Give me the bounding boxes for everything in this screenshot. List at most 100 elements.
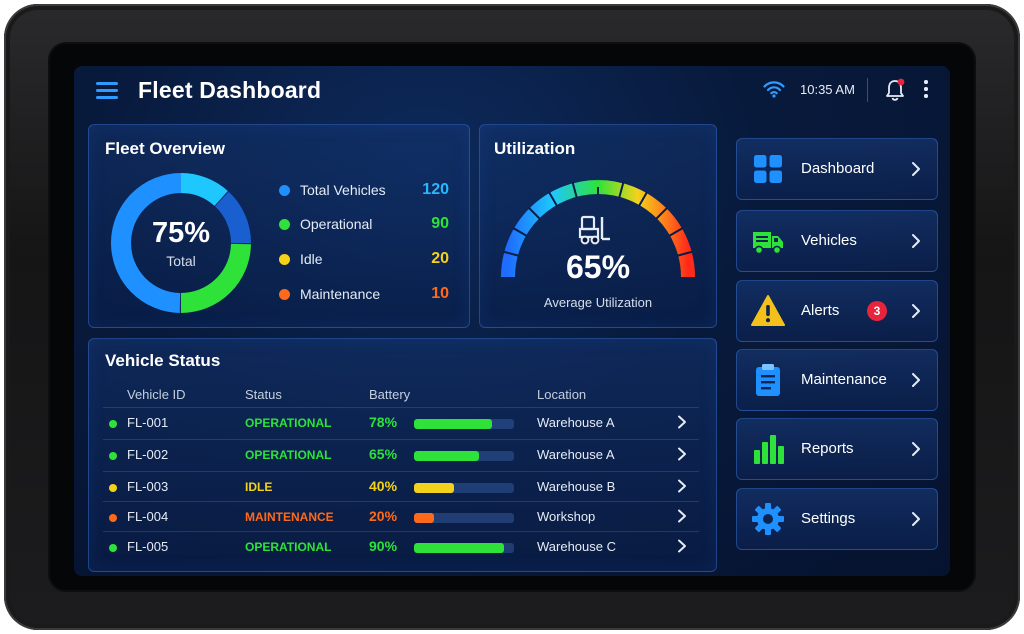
legend-value: 90 bbox=[431, 215, 449, 232]
battery-bar-fill bbox=[414, 483, 454, 493]
battery-bar bbox=[414, 483, 514, 493]
fleet-overview-card: Fleet Overview 75% Total Total Vehicles … bbox=[88, 124, 470, 328]
nav-item-maintenance[interactable]: Maintenance bbox=[736, 349, 938, 411]
legend-operational: Operational 90 bbox=[279, 215, 449, 235]
nav-label: Dashboard bbox=[801, 160, 875, 177]
nav-label: Settings bbox=[801, 510, 856, 527]
nav-item-alerts[interactable]: Alerts 3 bbox=[736, 280, 938, 342]
battery-bar-fill bbox=[414, 513, 434, 523]
truck-icon bbox=[753, 232, 783, 255]
table-row[interactable]: FL-004 MAINTENANCE 20% Workshop bbox=[103, 501, 699, 532]
chevron-right-icon[interactable] bbox=[677, 479, 687, 493]
vehicle-location: Workshop bbox=[537, 509, 596, 524]
notification-dot bbox=[897, 78, 905, 86]
gauge-tick bbox=[512, 227, 528, 237]
battery-percent: 90% bbox=[369, 538, 398, 554]
battery-bar bbox=[414, 419, 514, 429]
legend-dot bbox=[279, 289, 290, 300]
bell-icon[interactable] bbox=[884, 78, 906, 102]
vehicle-id: FL-003 bbox=[127, 479, 169, 494]
column-header-vehicle-id: Vehicle ID bbox=[127, 387, 186, 402]
vehicle-location: Warehouse C bbox=[537, 539, 616, 554]
table-row[interactable]: FL-001 OPERATIONAL 78% Warehouse A bbox=[103, 407, 699, 438]
chevron-right-icon bbox=[912, 162, 920, 176]
battery-bar bbox=[414, 513, 514, 523]
vehicle-id: FL-005 bbox=[127, 539, 169, 554]
vehicle-status: MAINTENANCE bbox=[245, 510, 334, 524]
fleet-donut-chart bbox=[111, 173, 251, 313]
nav-item-reports[interactable]: Reports bbox=[736, 418, 938, 480]
table-row[interactable]: FL-005 OPERATIONAL 90% Warehouse C bbox=[103, 531, 699, 562]
vehicle-status: OPERATIONAL bbox=[245, 448, 332, 462]
fleet-overview-title: Fleet Overview bbox=[105, 139, 226, 158]
nav-item-vehicles[interactable]: Vehicles bbox=[736, 210, 938, 272]
legend-dot bbox=[279, 254, 290, 265]
alert-count-badge: 3 bbox=[867, 301, 887, 321]
vehicle-status: IDLE bbox=[245, 480, 273, 494]
battery-bar-fill bbox=[414, 419, 492, 429]
nav-label: Maintenance bbox=[801, 371, 887, 388]
chevron-right-icon bbox=[912, 304, 920, 318]
battery-percent: 40% bbox=[369, 478, 398, 494]
nav-label: Alerts bbox=[801, 302, 840, 319]
nav-item-settings[interactable]: Settings bbox=[736, 488, 938, 550]
battery-bar-fill bbox=[414, 451, 479, 461]
chevron-right-icon[interactable] bbox=[677, 447, 687, 461]
utilization-percent: 65% bbox=[565, 249, 631, 285]
battery-bar bbox=[414, 543, 514, 553]
battery-percent: 20% bbox=[369, 508, 398, 524]
battery-bar-fill bbox=[414, 543, 504, 553]
legend-label: Maintenance bbox=[300, 286, 381, 302]
battery-percent: 65% bbox=[369, 446, 398, 462]
legend-value: 120 bbox=[422, 181, 449, 198]
gauge-tick bbox=[571, 182, 578, 199]
gauge-tick bbox=[548, 191, 558, 207]
utilization-gauge bbox=[501, 179, 695, 278]
vehicle-id: FL-002 bbox=[127, 447, 169, 462]
donut-segment bbox=[214, 191, 251, 244]
legend-value: 10 bbox=[431, 285, 449, 302]
clock-time: 10:35 AM bbox=[800, 82, 855, 97]
donut-label: Total bbox=[166, 253, 196, 269]
chevron-right-icon[interactable] bbox=[677, 415, 687, 429]
donut-percent: 75% bbox=[151, 217, 211, 249]
table-row[interactable]: FL-003 IDLE 40% Warehouse B bbox=[103, 471, 699, 502]
table-row[interactable]: FL-002 OPERATIONAL 65% Warehouse A bbox=[103, 439, 699, 470]
chevron-right-icon[interactable] bbox=[677, 509, 687, 523]
vehicle-status: OPERATIONAL bbox=[245, 540, 332, 554]
utilization-label: Average Utilization bbox=[543, 295, 653, 310]
vehicle-location: Warehouse B bbox=[537, 479, 616, 494]
wifi-icon bbox=[763, 81, 785, 98]
nav-item-dashboard[interactable]: Dashboard bbox=[736, 138, 938, 200]
status-dot bbox=[109, 544, 117, 552]
gauge-marker bbox=[594, 179, 602, 187]
legend-label: Idle bbox=[300, 251, 323, 267]
gauge-tick bbox=[618, 182, 625, 199]
vehicle-location: Warehouse A bbox=[537, 447, 615, 462]
vehicle-location: Warehouse A bbox=[537, 415, 615, 430]
grid-icon bbox=[754, 155, 782, 183]
kebab-menu-icon[interactable] bbox=[922, 80, 930, 102]
column-header-location: Location bbox=[537, 387, 587, 402]
chevron-right-icon bbox=[912, 373, 920, 387]
donut-segment bbox=[180, 173, 228, 207]
menu-icon[interactable] bbox=[96, 82, 118, 100]
gauge-tick bbox=[527, 206, 541, 220]
nav-label: Vehicles bbox=[801, 232, 857, 249]
gear-icon bbox=[752, 503, 784, 535]
page-title: Fleet Dashboard bbox=[138, 77, 322, 103]
app-screen: Fleet Dashboard 10:35 AM Fleet Overview … bbox=[74, 66, 950, 576]
chevron-right-icon[interactable] bbox=[677, 539, 687, 553]
header-divider bbox=[867, 78, 868, 102]
vehicle-id: FL-001 bbox=[127, 415, 169, 430]
warning-icon bbox=[751, 295, 785, 326]
status-dot bbox=[109, 452, 117, 460]
status-dot bbox=[109, 484, 117, 492]
clipboard-icon bbox=[756, 364, 780, 396]
legend-idle: Idle 20 bbox=[279, 250, 449, 270]
gauge-tick bbox=[668, 227, 684, 237]
top-bar: Fleet Dashboard 10:35 AM bbox=[74, 66, 950, 116]
gauge-tick bbox=[655, 206, 669, 220]
legend-total-vehicles: Total Vehicles 120 bbox=[279, 181, 449, 201]
vehicle-id: FL-004 bbox=[127, 509, 169, 524]
